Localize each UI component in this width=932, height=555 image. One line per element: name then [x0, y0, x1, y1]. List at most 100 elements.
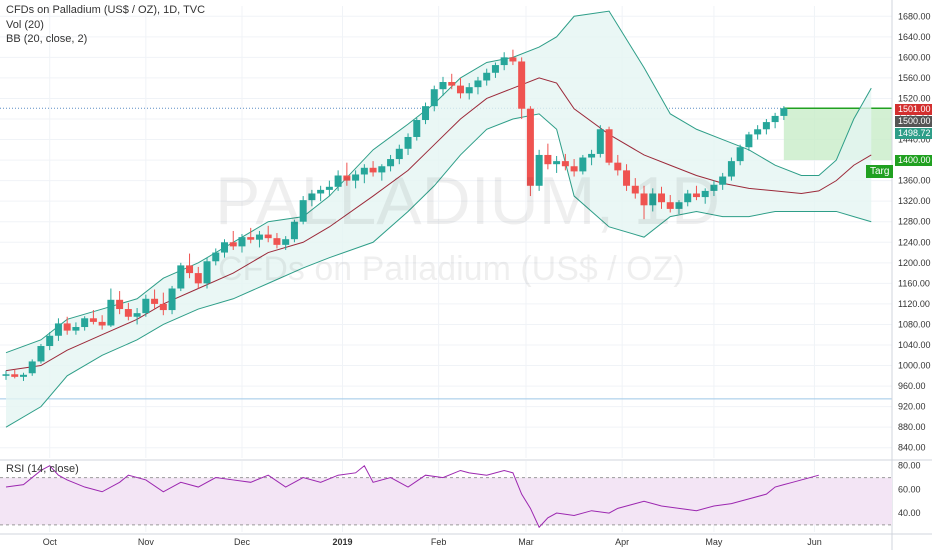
candle[interactable]: [483, 72, 491, 81]
legend-bollinger[interactable]: BB (20, close, 2): [6, 33, 88, 45]
rsi-line[interactable]: [5, 464, 819, 529]
candle[interactable]: [745, 134, 753, 148]
candle[interactable]: [570, 166, 578, 172]
candle[interactable]: [264, 234, 272, 239]
candle[interactable]: [299, 200, 307, 222]
candle[interactable]: [404, 136, 412, 149]
candle[interactable]: [675, 202, 683, 209]
candle[interactable]: [474, 80, 482, 88]
candle[interactable]: [623, 170, 631, 186]
candle[interactable]: [553, 161, 561, 165]
candle[interactable]: [203, 261, 211, 284]
candle[interactable]: [736, 147, 744, 162]
candle[interactable]: [649, 193, 657, 206]
candle[interactable]: [535, 154, 543, 186]
candle[interactable]: [395, 148, 403, 160]
candle[interactable]: [221, 242, 228, 253]
target-label[interactable]: Targ: [866, 165, 894, 178]
candle[interactable]: [107, 299, 115, 326]
candle[interactable]: [273, 238, 281, 245]
candle[interactable]: [63, 323, 71, 331]
candle[interactable]: [771, 115, 779, 123]
candle[interactable]: [719, 176, 727, 185]
candle[interactable]: [142, 298, 150, 314]
candle[interactable]: [500, 57, 508, 66]
candle[interactable]: [54, 323, 62, 336]
candle[interactable]: [387, 159, 395, 167]
candle[interactable]: [151, 298, 159, 304]
candle[interactable]: [544, 154, 552, 165]
candle[interactable]: [413, 120, 421, 137]
candle[interactable]: [588, 153, 596, 158]
candle[interactable]: [378, 166, 386, 173]
candle[interactable]: [518, 61, 526, 109]
candle[interactable]: [133, 313, 141, 317]
bollinger-lower[interactable]: [5, 113, 872, 428]
candle[interactable]: [177, 265, 185, 289]
candle[interactable]: [465, 87, 473, 94]
candle[interactable]: [159, 303, 167, 311]
candle[interactable]: [11, 374, 19, 377]
candle[interactable]: [491, 65, 499, 73]
candle[interactable]: [186, 265, 194, 274]
candle[interactable]: [422, 106, 430, 121]
candle[interactable]: [360, 167, 368, 175]
candle[interactable]: [37, 346, 45, 362]
candle[interactable]: [282, 239, 290, 245]
bollinger-upper[interactable]: [5, 10, 872, 354]
candle[interactable]: [81, 318, 89, 328]
candle[interactable]: [343, 175, 351, 181]
candle[interactable]: [605, 129, 613, 163]
candle[interactable]: [89, 318, 97, 322]
candle[interactable]: [780, 108, 788, 116]
candle[interactable]: [666, 202, 674, 209]
candle[interactable]: [168, 288, 176, 311]
candle[interactable]: [579, 157, 587, 172]
candle[interactable]: [448, 82, 456, 86]
candle[interactable]: [710, 184, 718, 191]
candle[interactable]: [46, 335, 54, 347]
candle[interactable]: [727, 161, 735, 177]
candle[interactable]: [658, 193, 665, 203]
candle[interactable]: [684, 193, 692, 203]
candle[interactable]: [238, 237, 246, 247]
candle[interactable]: [325, 186, 333, 190]
candle[interactable]: [640, 193, 648, 206]
candle[interactable]: [369, 167, 377, 173]
candle[interactable]: [762, 122, 770, 130]
candle[interactable]: [631, 185, 639, 194]
candle[interactable]: [317, 189, 325, 194]
time-axis-label: Nov: [138, 537, 155, 547]
candle[interactable]: [334, 175, 342, 187]
candle[interactable]: [526, 108, 534, 186]
candle[interactable]: [439, 82, 447, 90]
legend-rsi[interactable]: RSI (14, close): [6, 463, 79, 475]
candle[interactable]: [19, 374, 27, 377]
candle[interactable]: [509, 57, 517, 62]
candle[interactable]: [596, 129, 604, 154]
candle[interactable]: [116, 299, 124, 310]
candle[interactable]: [308, 193, 316, 201]
legend-volume[interactable]: Vol (20): [6, 19, 44, 31]
candle[interactable]: [98, 321, 106, 326]
candle[interactable]: [352, 174, 360, 181]
candle[interactable]: [2, 374, 10, 376]
candle[interactable]: [456, 85, 464, 94]
candle[interactable]: [692, 193, 700, 198]
candle[interactable]: [614, 162, 622, 171]
candle[interactable]: [28, 361, 36, 374]
candle[interactable]: [124, 309, 132, 317]
candle[interactable]: [247, 237, 255, 240]
candle[interactable]: [701, 190, 709, 198]
candle[interactable]: [754, 129, 762, 135]
candle[interactable]: [430, 89, 438, 107]
candle[interactable]: [72, 327, 80, 331]
candle[interactable]: [194, 273, 202, 284]
candle[interactable]: [255, 234, 263, 240]
candle[interactable]: [290, 221, 298, 240]
candle[interactable]: [212, 252, 220, 262]
candle[interactable]: [229, 242, 237, 247]
candle[interactable]: [561, 161, 569, 167]
